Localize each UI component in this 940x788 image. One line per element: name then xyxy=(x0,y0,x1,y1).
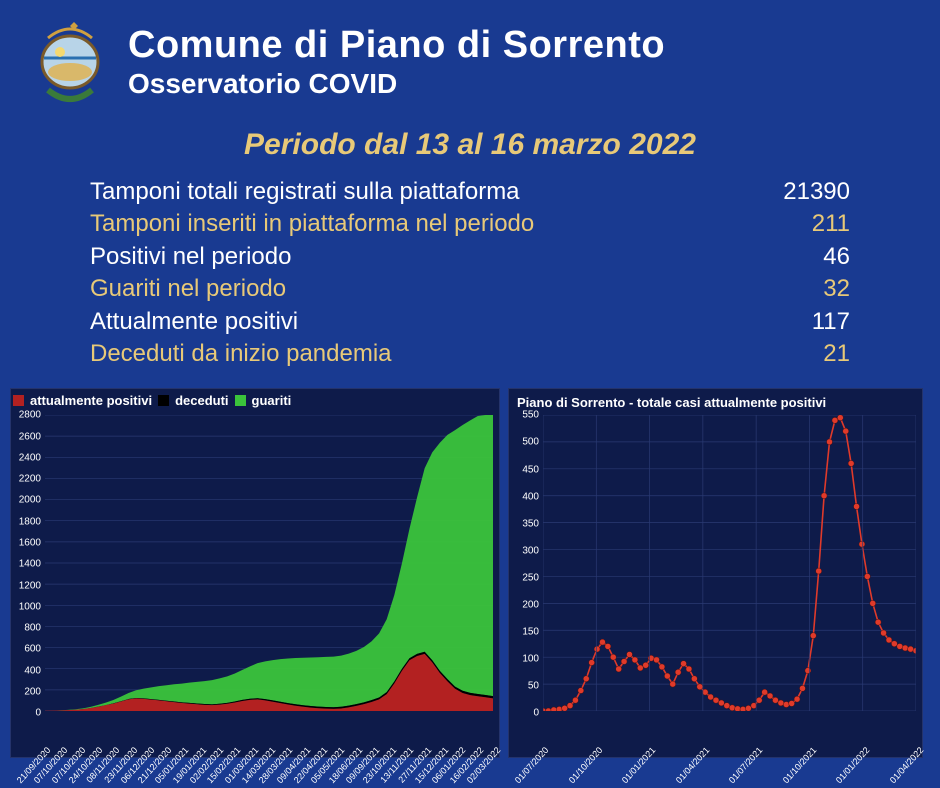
stat-row: Deceduti da inizio pandemia 21 xyxy=(90,338,850,370)
y-tick: 2400 xyxy=(13,452,41,463)
legend-label: attualmente positivi xyxy=(30,393,152,408)
x-tick: 01/04/2022 xyxy=(888,745,926,785)
stats-table: Tamponi totali registrati sulla piattafo… xyxy=(90,176,850,370)
y-tick: 600 xyxy=(13,644,41,655)
header: Comune di Piano di Sorrento Osservatorio… xyxy=(0,0,940,118)
stat-row: Tamponi totali registrati sulla piattafo… xyxy=(90,176,850,208)
stat-label: Positivi nel periodo xyxy=(90,241,291,273)
stat-label: Tamponi totali registrati sulla piattafo… xyxy=(90,176,520,208)
x-tick: 01/01/2022 xyxy=(834,745,872,785)
chart-title: Piano di Sorrento - totale casi attualme… xyxy=(517,395,826,410)
y-tick: 150 xyxy=(511,627,539,638)
y-tick: 2600 xyxy=(13,431,41,442)
y-tick: 1600 xyxy=(13,538,41,549)
stat-value: 21 xyxy=(823,338,850,370)
y-tick: 400 xyxy=(13,665,41,676)
legend-label: guariti xyxy=(252,393,292,408)
page-title: Comune di Piano di Sorrento xyxy=(128,26,665,66)
stat-label: Deceduti da inizio pandemia xyxy=(90,338,392,370)
stat-value: 211 xyxy=(812,208,850,240)
y-tick: 0 xyxy=(13,708,41,719)
y-tick: 50 xyxy=(511,681,539,692)
stat-value: 46 xyxy=(823,241,850,273)
line-chart: Piano di Sorrento - totale casi attualme… xyxy=(508,388,923,758)
y-tick: 100 xyxy=(511,654,539,665)
crest-logo xyxy=(30,18,110,108)
x-tick: 01/04/2021 xyxy=(674,745,712,785)
y-tick: 200 xyxy=(511,599,539,610)
y-tick: 200 xyxy=(13,687,41,698)
y-tick: 450 xyxy=(511,464,539,475)
stat-label: Attualmente positivi xyxy=(90,306,298,338)
legend-swatch xyxy=(235,395,246,406)
y-tick: 550 xyxy=(511,410,539,421)
legend-label: deceduti xyxy=(175,393,228,408)
legend-swatch xyxy=(158,395,169,406)
charts-row: attualmente positivi deceduti guariti 0 200… xyxy=(0,370,940,768)
y-tick: 2000 xyxy=(13,495,41,506)
y-tick: 1800 xyxy=(13,516,41,527)
chart-plot xyxy=(45,415,493,711)
y-tick: 1200 xyxy=(13,580,41,591)
y-tick: 2800 xyxy=(13,410,41,421)
page-subtitle: Osservatorio COVID xyxy=(128,68,665,100)
x-tick: 01/10/2020 xyxy=(566,745,604,785)
y-tick: 350 xyxy=(511,518,539,529)
stat-label: Tamponi inseriti in piattaforma nel peri… xyxy=(90,208,534,240)
stat-value: 117 xyxy=(812,306,850,338)
x-tick: 01/07/2020 xyxy=(513,745,551,785)
legend-swatch xyxy=(13,395,24,406)
y-tick: 1400 xyxy=(13,559,41,570)
y-tick: 500 xyxy=(511,437,539,448)
header-titles: Comune di Piano di Sorrento Osservatorio… xyxy=(128,26,665,100)
y-tick: 2200 xyxy=(13,474,41,485)
y-tick: 400 xyxy=(511,491,539,502)
chart-legend: attualmente positivi deceduti guariti xyxy=(13,393,291,408)
stat-value: 32 xyxy=(823,273,850,305)
stat-row: Tamponi inseriti in piattaforma nel peri… xyxy=(90,208,850,240)
x-tick: 01/07/2021 xyxy=(727,745,765,785)
period-label: Periodo dal 13 al 16 marzo 2022 xyxy=(0,128,940,162)
stat-row: Attualmente positivi 117 xyxy=(90,306,850,338)
stat-value: 21390 xyxy=(783,176,850,208)
y-tick: 800 xyxy=(13,623,41,634)
x-tick: 01/01/2021 xyxy=(620,745,658,785)
chart-plot xyxy=(543,415,916,711)
stat-row: Guariti nel periodo 32 xyxy=(90,273,850,305)
y-tick: 1000 xyxy=(13,601,41,612)
y-tick: 250 xyxy=(511,572,539,583)
stat-label: Guariti nel periodo xyxy=(90,273,286,305)
stat-row: Positivi nel periodo 46 xyxy=(90,241,850,273)
y-tick: 300 xyxy=(511,545,539,556)
y-tick: 0 xyxy=(511,708,539,719)
x-tick: 01/10/2021 xyxy=(781,745,819,785)
stacked-area-chart: attualmente positivi deceduti guariti 0 200… xyxy=(10,388,500,758)
